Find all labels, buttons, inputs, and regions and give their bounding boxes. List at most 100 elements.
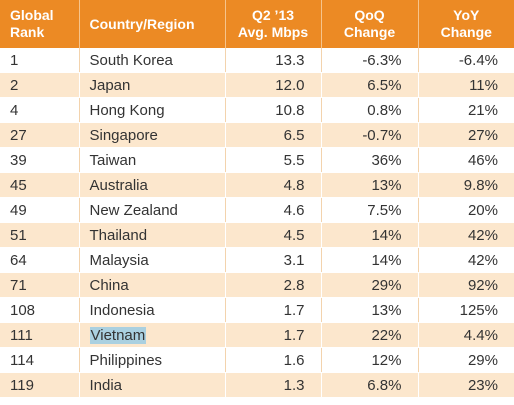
yoy-change-value: 46% xyxy=(467,151,498,169)
rank-value: 2 xyxy=(10,76,19,94)
avg-mbps-value: 13.3 xyxy=(275,51,305,69)
table-row: 39 Taiwan 5.5 36% 46% xyxy=(0,147,514,173)
qoq-change-cell: 29% xyxy=(321,272,419,298)
header-row: Global Rank Country/Region Q2 ’13 Avg. M… xyxy=(0,0,514,48)
rank-value: 108 xyxy=(10,301,36,319)
country-value: Philippines xyxy=(89,351,163,369)
qoq-change-value: 7.5% xyxy=(367,201,402,219)
yoy-change-value: -6.4% xyxy=(458,51,498,69)
table-row: 2 Japan 12.0 6.5% 11% xyxy=(0,72,514,98)
qoq-change-cell: 14% xyxy=(321,247,419,273)
avg-mbps-value: 4.8 xyxy=(283,176,305,194)
country-value: Australia xyxy=(89,176,148,194)
avg-mbps-value: 10.8 xyxy=(275,101,305,119)
yoy-change-cell: -6.4% xyxy=(418,48,514,73)
qoq-change-value: 12% xyxy=(371,351,402,369)
country-value: Taiwan xyxy=(89,151,137,169)
table-row: 71 China 2.8 29% 92% xyxy=(0,272,514,298)
yoy-change-cell: 11% xyxy=(418,72,514,98)
qoq-change-value: 6.8% xyxy=(367,376,402,394)
country-cell: Malaysia xyxy=(79,247,226,273)
table-row: 51 Thailand 4.5 14% 42% xyxy=(0,222,514,248)
country-value: New Zealand xyxy=(89,201,178,219)
header-avg-mbps: Q2 ’13 Avg. Mbps xyxy=(225,0,322,48)
rank-value: 39 xyxy=(10,151,27,169)
header-yoy-change: YoY Change xyxy=(418,0,514,48)
yoy-change-value: 125% xyxy=(459,301,498,319)
avg-mbps-cell: 1.3 xyxy=(225,372,322,398)
rank-cell: 45 xyxy=(0,172,80,198)
rank-cell: 27 xyxy=(0,122,80,148)
country-cell: Taiwan xyxy=(79,147,226,173)
yoy-change-cell: 9.8% xyxy=(418,172,514,198)
yoy-change-cell: 92% xyxy=(418,272,514,298)
rank-cell: 4 xyxy=(0,97,80,123)
qoq-change-cell: 6.5% xyxy=(321,72,419,98)
rank-value: 45 xyxy=(10,176,27,194)
yoy-change-cell: 46% xyxy=(418,147,514,173)
header-line: YoY xyxy=(453,7,480,23)
table-row: 45 Australia 4.8 13% 9.8% xyxy=(0,172,514,198)
qoq-change-value: 29% xyxy=(371,276,402,294)
avg-mbps-value: 4.6 xyxy=(283,201,305,219)
avg-mbps-value: 5.5 xyxy=(283,151,305,169)
avg-mbps-cell: 2.8 xyxy=(225,272,322,298)
country-value: Indonesia xyxy=(89,301,155,319)
avg-mbps-value: 1.7 xyxy=(283,301,305,319)
country-cell: Australia xyxy=(79,172,226,198)
rank-value: 114 xyxy=(10,351,34,369)
country-value: Singapore xyxy=(89,126,158,144)
rank-cell: 51 xyxy=(0,222,80,248)
table-row: 114 Philippines 1.6 12% 29% xyxy=(0,347,514,373)
yoy-change-value: 4.4% xyxy=(463,326,498,344)
avg-mbps-cell: 3.1 xyxy=(225,247,322,273)
avg-mbps-cell: 13.3 xyxy=(225,48,322,73)
rank-value: 71 xyxy=(10,276,27,294)
rank-value: 64 xyxy=(10,251,27,269)
header-line: Avg. Mbps xyxy=(237,24,309,40)
qoq-change-value: 13% xyxy=(371,301,402,319)
yoy-change-value: 27% xyxy=(467,126,498,144)
table-row: 119 India 1.3 6.8% 23% xyxy=(0,372,514,398)
avg-mbps-cell: 12.0 xyxy=(225,72,322,98)
yoy-change-cell: 4.4% xyxy=(418,322,514,348)
header-line: Country/Region xyxy=(89,15,195,32)
country-value: Hong Kong xyxy=(89,101,165,119)
country-value: China xyxy=(89,276,129,294)
avg-mbps-cell: 4.8 xyxy=(225,172,322,198)
yoy-change-cell: 42% xyxy=(418,222,514,248)
qoq-change-cell: 13% xyxy=(321,172,419,198)
rank-cell: 49 xyxy=(0,197,80,223)
yoy-change-cell: 23% xyxy=(418,372,514,398)
yoy-change-cell: 42% xyxy=(418,247,514,273)
qoq-change-cell: -6.3% xyxy=(321,48,419,73)
rank-value: 111 xyxy=(10,326,33,344)
rank-value: 27 xyxy=(10,126,27,144)
yoy-change-value: 92% xyxy=(467,276,498,294)
qoq-change-value: 14% xyxy=(371,251,402,269)
rank-cell: 111 xyxy=(0,322,80,348)
qoq-change-value: 22% xyxy=(371,326,402,344)
yoy-change-cell: 29% xyxy=(418,347,514,373)
qoq-change-cell: 22% xyxy=(321,322,419,348)
yoy-change-cell: 21% xyxy=(418,97,514,123)
country-value: Japan xyxy=(89,76,131,94)
highlighted-country-label: Vietnam xyxy=(89,326,147,344)
country-value: South Korea xyxy=(89,51,173,69)
country-cell: Vietnam xyxy=(79,322,226,348)
rank-cell: 119 xyxy=(0,372,80,398)
yoy-change-value: 29% xyxy=(467,351,498,369)
qoq-change-value: -6.3% xyxy=(362,51,402,69)
header-qoq-change: QoQ Change xyxy=(321,0,419,48)
yoy-change-cell: 20% xyxy=(418,197,514,223)
country-value: Thailand xyxy=(89,226,148,244)
avg-mbps-cell: 1.6 xyxy=(225,347,322,373)
header-line: Change xyxy=(440,24,492,40)
avg-mbps-cell: 5.5 xyxy=(225,147,322,173)
table-row: 4 Hong Kong 10.8 0.8% 21% xyxy=(0,97,514,123)
table-body: 1 South Korea 13.3 -6.3% -6.4% 2 Japan 12.0 6.5%… xyxy=(0,48,514,398)
qoq-change-cell: 12% xyxy=(321,347,419,373)
yoy-change-cell: 125% xyxy=(418,297,514,323)
avg-mbps-value: 1.7 xyxy=(283,326,305,344)
